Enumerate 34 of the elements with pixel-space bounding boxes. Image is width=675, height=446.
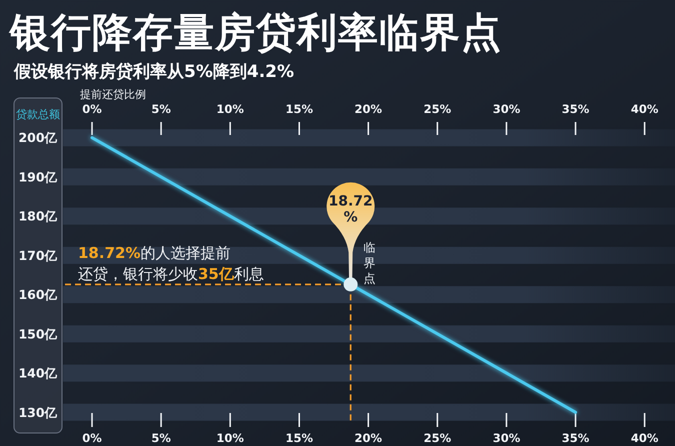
y-tick-label: 200亿 bbox=[18, 130, 59, 146]
x2-tick-label: 5% bbox=[151, 102, 172, 116]
y-tick-label: 140亿 bbox=[18, 366, 59, 381]
x2-tick-label: 0% bbox=[82, 102, 102, 116]
x-tick-label: 10% bbox=[216, 431, 244, 445]
annotation: 还贷，银行将少收35亿利息 bbox=[78, 265, 264, 283]
x2-axis-title: 提前还贷比例 bbox=[80, 88, 146, 101]
x2-tick-label: 35% bbox=[562, 102, 590, 116]
x2-tick-label: 25% bbox=[424, 102, 452, 116]
annotation: 临界点 bbox=[364, 240, 376, 286]
x-tick-label: 35% bbox=[562, 431, 590, 445]
y-tick-label: 190亿 bbox=[18, 169, 59, 184]
y-tick-label: 130亿 bbox=[18, 404, 59, 420]
x-tick-label: 25% bbox=[424, 431, 452, 445]
y-tick-label: 160亿 bbox=[18, 287, 59, 302]
y-tick-label: 170亿 bbox=[18, 248, 59, 263]
chart-subtitle: 假设银行将房贷利率从5%降到4.2% bbox=[13, 62, 294, 82]
x-tick-label: 5% bbox=[151, 431, 172, 445]
y-axis-title: 贷款总额 bbox=[16, 108, 60, 121]
y-tick-label: 180亿 bbox=[18, 208, 59, 224]
x-tick-label: 30% bbox=[492, 431, 521, 445]
annotation: 18.72% bbox=[328, 193, 373, 226]
annotation: 18.72%的人选择提前 bbox=[78, 244, 230, 262]
x-tick-label: 15% bbox=[285, 431, 314, 445]
x2-tick-label: 40% bbox=[630, 102, 659, 116]
x2-tick-label: 30% bbox=[492, 102, 521, 116]
x-tick-label: 40% bbox=[630, 431, 659, 445]
y-tick-label: 150亿 bbox=[18, 326, 59, 342]
chart-title: 银行降存量房贷利率临界点 bbox=[8, 10, 502, 56]
x2-tick-label: 20% bbox=[354, 102, 383, 116]
x-tick-label: 20% bbox=[354, 431, 383, 445]
x2-tick-label: 10% bbox=[216, 102, 244, 116]
x-tick-label: 0% bbox=[82, 431, 102, 445]
x2-tick-label: 15% bbox=[285, 102, 314, 116]
